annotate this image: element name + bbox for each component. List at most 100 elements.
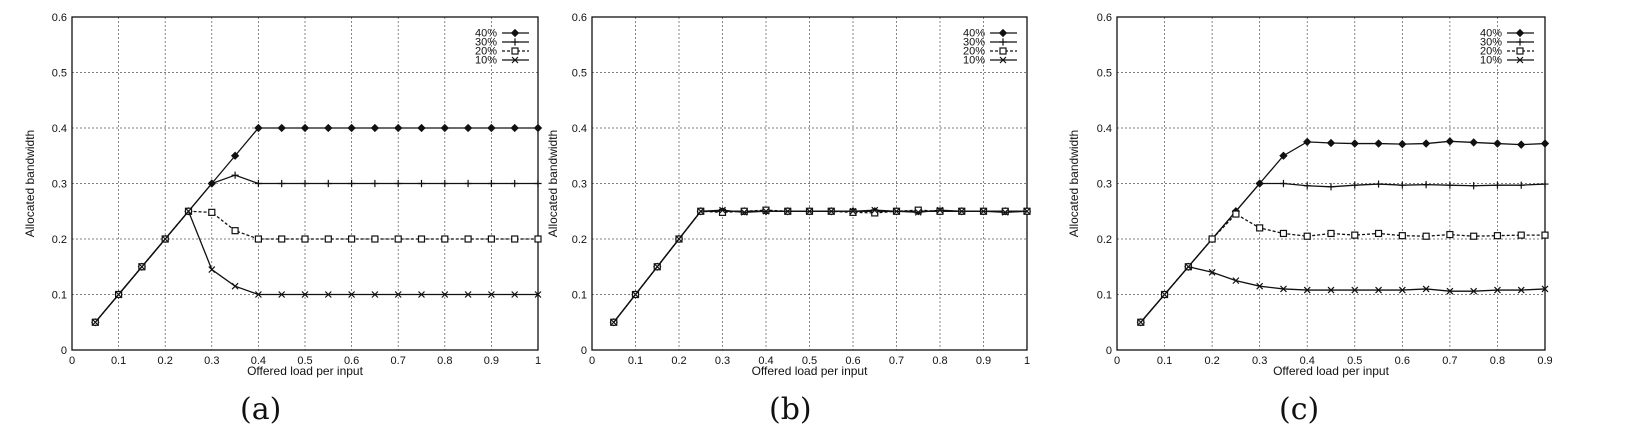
legend-label: 30% (963, 37, 985, 49)
x-tick-label: 0.1 (1157, 355, 1172, 367)
x-tick-label: 1 (1024, 355, 1030, 367)
series-line (613, 209, 1027, 323)
chart-c: 0 0.1 0.2 0.3 0.4 0.5 0.6 0.7 0.8 0.9 0 0.1 0.2 0.3 0.… (1067, 12, 1553, 378)
x-tick-label: 0.4 (251, 355, 266, 367)
data-point (1469, 138, 1478, 147)
y-tick-label: 0.2 (1097, 234, 1112, 246)
data-point (1208, 235, 1216, 243)
x-tick-label: 0.9 (976, 355, 991, 367)
y-tick-label: 0.3 (1097, 179, 1112, 191)
data-point (208, 266, 216, 273)
legend-marker (1516, 38, 1524, 46)
legend-label: 40% (963, 28, 985, 40)
data-point (1398, 139, 1407, 149)
y-tick-label: 0.6 (52, 12, 67, 24)
data-point (827, 207, 835, 215)
panel-label-b: (b) (769, 392, 812, 427)
data-point (1374, 180, 1383, 188)
legend-marker (510, 28, 520, 38)
data-point (806, 207, 813, 215)
x-tick-label: 0 (1114, 355, 1120, 367)
data-point (1303, 286, 1311, 294)
data-point (440, 123, 449, 133)
data-point (161, 235, 169, 243)
data-point (1303, 182, 1311, 190)
data-point (347, 123, 356, 133)
data-point (487, 235, 495, 243)
data-point (1494, 286, 1501, 294)
data-point (208, 179, 216, 188)
data-point (231, 282, 239, 290)
data-point (1446, 230, 1454, 239)
legend-label: 40% (475, 28, 497, 40)
y-tick-label: 0.1 (1097, 290, 1112, 302)
data-point (1422, 285, 1430, 293)
y-tick-label: 0.1 (52, 290, 67, 302)
data-point (1470, 287, 1478, 295)
data-point (1541, 285, 1549, 293)
grid (591, 16, 1028, 351)
data-point (277, 123, 286, 133)
data-point (533, 123, 543, 133)
series-4 (610, 206, 1031, 326)
data-point (675, 235, 683, 243)
y-tick-label: 0.2 (572, 234, 587, 246)
legend-marker (511, 56, 519, 64)
data-point (893, 207, 900, 215)
data-point (534, 235, 542, 243)
data-point (441, 235, 449, 243)
y-tick-label: 0.4 (572, 123, 587, 135)
y-axis-label: Allocated bandwidth (1067, 130, 1081, 237)
x-tick-label: 0.8 (437, 355, 452, 367)
data-point (441, 291, 449, 298)
series-line (94, 127, 538, 323)
data-point (371, 179, 379, 188)
data-point (1445, 137, 1455, 146)
x-tick-label: 0 (589, 355, 595, 367)
series-line (94, 174, 538, 323)
legend: 40%30%20%10% (1480, 28, 1534, 67)
data-point (208, 208, 216, 216)
data-point (324, 291, 332, 298)
data-point (230, 151, 240, 160)
x-tick-label: 0.1 (628, 355, 643, 367)
data-point (1493, 181, 1502, 189)
legend-marker (999, 56, 1007, 64)
data-point (324, 235, 332, 243)
data-point (1327, 229, 1335, 238)
legend-label: 10% (963, 55, 985, 67)
x-tick-label: 0 (69, 355, 75, 367)
legend-label: 40% (1480, 28, 1502, 40)
x-tick-label: 0.9 (484, 355, 499, 367)
data-point (394, 291, 402, 298)
data-point (1232, 277, 1240, 285)
data-point (958, 207, 966, 215)
data-point (1327, 183, 1335, 191)
x-tick-label: 0.7 (1442, 355, 1457, 367)
data-point (534, 179, 542, 188)
data-point (1422, 232, 1430, 240)
x-tick-label: 0.1 (111, 355, 126, 367)
y-tick-label: 0.3 (572, 179, 587, 191)
x-axis-label: Offered load per input (752, 364, 869, 378)
series-line (1140, 213, 1545, 323)
data-point (185, 207, 192, 215)
data-point (762, 207, 770, 215)
data-point (914, 208, 922, 216)
data-point (511, 235, 519, 243)
series-line (1140, 182, 1546, 323)
x-tick-label: 0.2 (671, 355, 686, 367)
data-point (1398, 232, 1406, 240)
data-point (1351, 231, 1359, 239)
data-point (1541, 231, 1549, 239)
legend-marker (511, 38, 519, 46)
data-point (1517, 286, 1525, 294)
data-point (1279, 229, 1288, 238)
data-point (1208, 268, 1216, 276)
data-point (1375, 286, 1382, 294)
data-point (1422, 181, 1430, 189)
data-point (1470, 182, 1478, 190)
x-axis-label: Offered load per input (247, 364, 364, 378)
data-point (1517, 140, 1526, 149)
data-point (1421, 139, 1431, 148)
